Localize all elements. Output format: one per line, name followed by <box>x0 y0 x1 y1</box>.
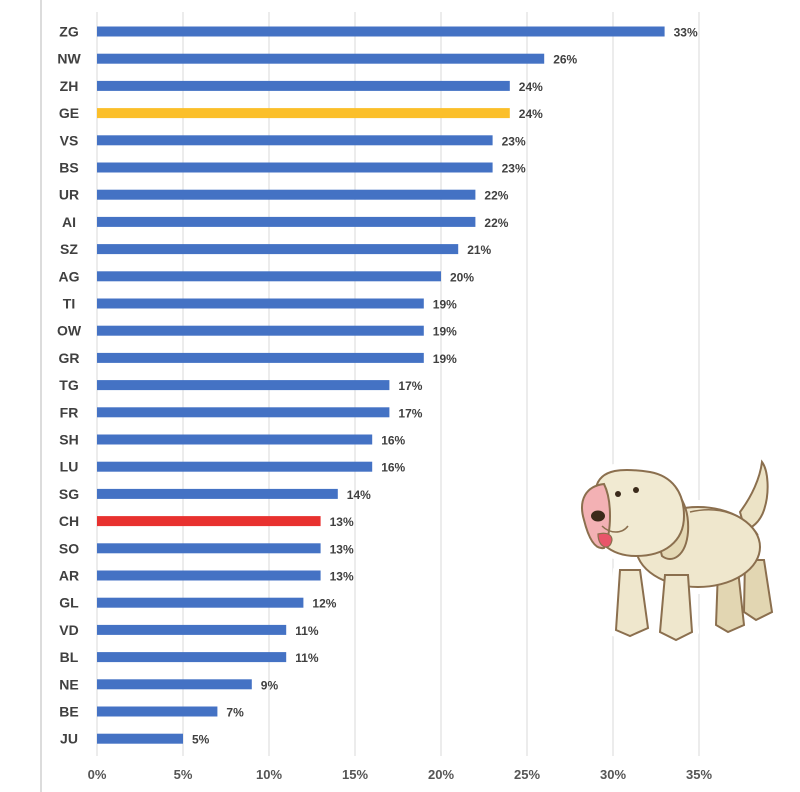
data-label: 23% <box>502 162 526 176</box>
category-label: FR <box>60 404 79 420</box>
bar-ag <box>97 271 441 282</box>
data-label: 11% <box>295 624 319 638</box>
data-label: 16% <box>381 434 405 448</box>
data-label: 13% <box>330 542 354 556</box>
bar-bs <box>97 162 493 173</box>
category-label: ZH <box>60 78 79 94</box>
data-label: 12% <box>312 597 336 611</box>
category-label: UR <box>59 187 79 203</box>
bar-vd <box>97 624 287 635</box>
data-label: 13% <box>330 570 354 584</box>
category-label: AG <box>59 268 80 284</box>
bar-ti <box>97 298 424 309</box>
data-label: 7% <box>226 706 244 720</box>
bar-ge <box>97 108 510 119</box>
bar-bl <box>97 652 287 663</box>
data-label: 20% <box>450 270 474 284</box>
x-tick-label: 25% <box>514 767 540 782</box>
bar-so <box>97 543 321 554</box>
data-label: 24% <box>519 107 543 121</box>
category-label: SG <box>59 486 79 502</box>
category-label: AR <box>59 568 79 584</box>
data-label: 14% <box>347 488 371 502</box>
category-label: VS <box>60 132 79 148</box>
x-tick-label: 5% <box>174 767 193 782</box>
data-label: 9% <box>261 678 279 692</box>
category-label: OW <box>57 323 82 339</box>
category-label: SO <box>59 540 79 556</box>
data-label: 17% <box>398 379 422 393</box>
data-label: 24% <box>519 80 543 94</box>
category-label: BL <box>60 649 79 665</box>
x-tick-label: 0% <box>88 767 107 782</box>
data-label: 19% <box>433 298 457 312</box>
bar-gr <box>97 352 424 363</box>
category-label: NE <box>59 676 78 692</box>
category-label: GE <box>59 105 79 121</box>
x-tick-label: 20% <box>428 767 454 782</box>
category-label: TG <box>59 377 79 393</box>
category-labels: ZG NW ZH GE VS BS UR AI SZ AG TI OW GR TG FR SH LU SG CH SO… <box>57 24 82 747</box>
data-label: 23% <box>502 134 526 148</box>
bars-group <box>97 26 665 744</box>
bar-be <box>97 706 218 717</box>
dog-sticker-icon <box>575 455 779 647</box>
bar-lu <box>97 461 373 472</box>
category-label: ZG <box>59 24 79 40</box>
bar-nw <box>97 53 545 64</box>
category-label: GR <box>59 350 80 366</box>
data-label: 17% <box>398 406 422 420</box>
data-label: 5% <box>192 733 210 747</box>
bar-sh <box>97 434 373 445</box>
data-label: 21% <box>467 243 491 257</box>
bar-ju <box>97 733 183 744</box>
data-labels: 33% 26% 24% 24% 23% 23% 22% 22% 21% 20% 19% 19% 19% 1… <box>192 26 698 747</box>
category-label: GL <box>59 595 79 611</box>
x-tick-label: 35% <box>686 767 712 782</box>
category-label: BS <box>59 160 78 176</box>
bar-tg <box>97 380 390 391</box>
bar-sz <box>97 244 459 255</box>
data-label: 19% <box>433 325 457 339</box>
bar-ar <box>97 570 321 581</box>
x-tick-label: 15% <box>342 767 368 782</box>
category-label: CH <box>59 513 79 529</box>
bar-ne <box>97 679 252 690</box>
bar-ow <box>97 325 424 336</box>
x-tick-label: 30% <box>600 767 626 782</box>
category-label: NW <box>57 51 81 67</box>
data-label: 13% <box>330 515 354 529</box>
category-label: AI <box>62 214 76 230</box>
bar-sg <box>97 488 338 499</box>
bar-ai <box>97 216 476 227</box>
bar-zg <box>97 26 665 37</box>
data-label: 33% <box>674 26 698 40</box>
bar-ch <box>97 516 321 527</box>
category-label: SH <box>59 432 78 448</box>
bar-ur <box>97 189 476 200</box>
x-axis-ticks: 0% 5% 10% 15% 20% 25% 30% 35% <box>88 767 713 782</box>
bar-zh <box>97 80 510 91</box>
bar-vs <box>97 135 493 146</box>
data-label: 22% <box>484 216 508 230</box>
category-label: VD <box>59 622 78 638</box>
data-label: 16% <box>381 461 405 475</box>
x-tick-label: 10% <box>256 767 282 782</box>
data-label: 19% <box>433 352 457 366</box>
category-label: LU <box>60 459 79 475</box>
bar-gl <box>97 597 304 608</box>
bar-fr <box>97 407 390 418</box>
category-label: BE <box>59 704 78 720</box>
data-label: 22% <box>484 189 508 203</box>
category-label: SZ <box>60 241 78 257</box>
category-label: JU <box>60 731 78 747</box>
data-label: 11% <box>295 651 319 665</box>
category-label: TI <box>63 296 75 312</box>
data-label: 26% <box>553 53 577 67</box>
